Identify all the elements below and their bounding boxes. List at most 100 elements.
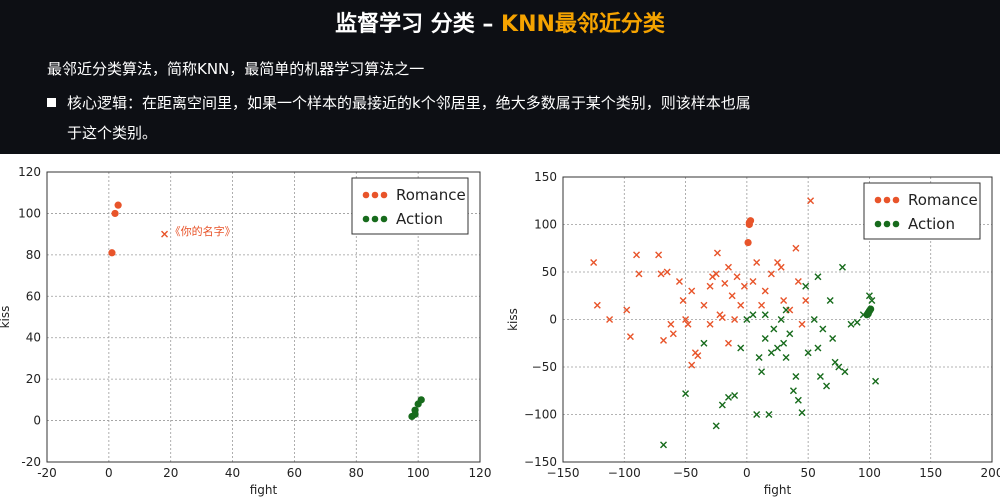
action-x-point: [799, 410, 805, 416]
romance-x-point: [734, 274, 740, 280]
core-logic-line-2: 于这个类别。: [67, 122, 157, 143]
y-tick-label: 100: [534, 218, 557, 232]
romance-x-point: [781, 298, 787, 304]
action-x-point: [683, 391, 689, 397]
action-legend-marker: [875, 221, 882, 228]
y-tick-label: 60: [26, 289, 41, 303]
x-tick-label: 40: [225, 466, 240, 480]
romance-point: [744, 239, 751, 246]
action-x-point: [783, 355, 789, 361]
title-main: 监督学习 分类 –: [335, 12, 501, 37]
y-tick-label: 100: [18, 206, 41, 220]
y-tick-label: 80: [26, 248, 41, 262]
action-x-point: [830, 336, 836, 342]
romance-x-point: [689, 288, 695, 294]
romance-x-point: [795, 279, 801, 285]
x-tick-label: 60: [287, 466, 302, 480]
action-x-point: [854, 319, 860, 325]
romance-x-point: [803, 298, 809, 304]
romance-x-point: [634, 252, 640, 258]
y-tick-label: −100: [524, 408, 557, 422]
romance-legend-marker: [884, 197, 891, 204]
action-legend-marker: [381, 216, 388, 223]
romance-x-point: [162, 231, 168, 237]
romance-x-point: [676, 279, 682, 285]
x-tick-label: −50: [673, 466, 698, 480]
romance-legend-marker: [893, 197, 900, 204]
romance-x-point: [729, 293, 735, 299]
romance-x-point: [707, 283, 713, 289]
romance-point: [108, 249, 115, 256]
x-tick-label: 0: [105, 466, 113, 480]
action-point: [418, 396, 425, 403]
x-axis-label: fight: [250, 483, 278, 497]
intro-line: 最邻近分类算法，简称KNN，最简单的机器学习算法之一: [47, 58, 424, 79]
romance-x-point: [762, 288, 768, 294]
action-x-point: [759, 369, 765, 375]
y-tick-label: 0: [33, 414, 41, 428]
romance-x-point: [658, 271, 664, 277]
action-x-point: [725, 394, 731, 400]
action-x-point: [790, 388, 796, 394]
action-point: [411, 411, 418, 418]
y-tick-label: 120: [18, 165, 41, 179]
action-x-point: [793, 374, 799, 380]
action-x-point: [795, 397, 801, 403]
romance-x-point: [750, 279, 756, 285]
romance-legend-label: Romance: [908, 191, 978, 209]
romance-x-point: [661, 337, 667, 343]
x-tick-label: 0: [743, 466, 751, 480]
romance-point: [115, 202, 122, 209]
action-legend-marker: [372, 216, 379, 223]
x-tick-label: 120: [469, 466, 492, 480]
slide-header: 监督学习 分类 – KNN最邻近分类 最邻近分类算法，简称KNN，最简单的机器学…: [0, 0, 1000, 154]
y-tick-label: 50: [542, 265, 557, 279]
romance-x-point: [656, 252, 662, 258]
romance-x-point: [722, 280, 728, 286]
x-tick-label: 80: [349, 466, 364, 480]
action-x-point: [848, 321, 854, 327]
action-x-point: [783, 307, 789, 313]
romance-x-point: [754, 260, 760, 266]
romance-x-point: [636, 271, 642, 277]
action-x-point: [762, 336, 768, 342]
romance-x-point: [707, 321, 713, 327]
action-x-point: [817, 374, 823, 380]
title-accent: KNN最邻近分类: [501, 12, 665, 37]
action-x-point: [827, 298, 833, 304]
action-x-point: [873, 378, 879, 384]
action-x-point: [719, 402, 725, 408]
romance-x-point: [701, 302, 707, 308]
romance-legend-marker: [372, 192, 379, 199]
action-x-point: [661, 442, 667, 448]
action-legend-label: Action: [908, 215, 955, 233]
action-x-point: [762, 312, 768, 318]
action-x-point: [750, 312, 756, 318]
romance-x-point: [719, 315, 725, 321]
action-x-point: [824, 383, 830, 389]
action-x-point: [815, 274, 821, 280]
action-x-point: [713, 423, 719, 429]
charts-area: -20 0 20 40 60 80 100 120120100806040200-20figh…: [0, 154, 1000, 503]
action-x-point: [771, 326, 777, 332]
romance-x-point: [695, 353, 701, 359]
romance-x-point: [591, 260, 597, 266]
x-tick-label: −100: [608, 466, 641, 480]
x-tick-label: 20: [163, 466, 178, 480]
action-x-point: [732, 393, 738, 399]
x-tick-label: 100: [407, 466, 430, 480]
action-x-point: [815, 345, 821, 351]
x-axis-label: fight: [764, 483, 792, 497]
romance-x-point: [808, 198, 814, 204]
romance-x-point: [594, 302, 600, 308]
scatter-chart-left: -20 0 20 40 60 80 100 120120100806040200-20figh…: [0, 165, 491, 497]
romance-legend-label: Romance: [396, 186, 466, 204]
y-tick-label: 150: [534, 170, 557, 184]
romance-x-point: [680, 298, 686, 304]
action-x-point: [768, 350, 774, 356]
slide-title: 监督学习 分类 – KNN最邻近分类: [0, 6, 1000, 38]
romance-x-point: [668, 321, 674, 327]
action-x-point: [701, 340, 707, 346]
romance-x-point: [799, 321, 805, 327]
x-tick-label: 150: [919, 466, 942, 480]
